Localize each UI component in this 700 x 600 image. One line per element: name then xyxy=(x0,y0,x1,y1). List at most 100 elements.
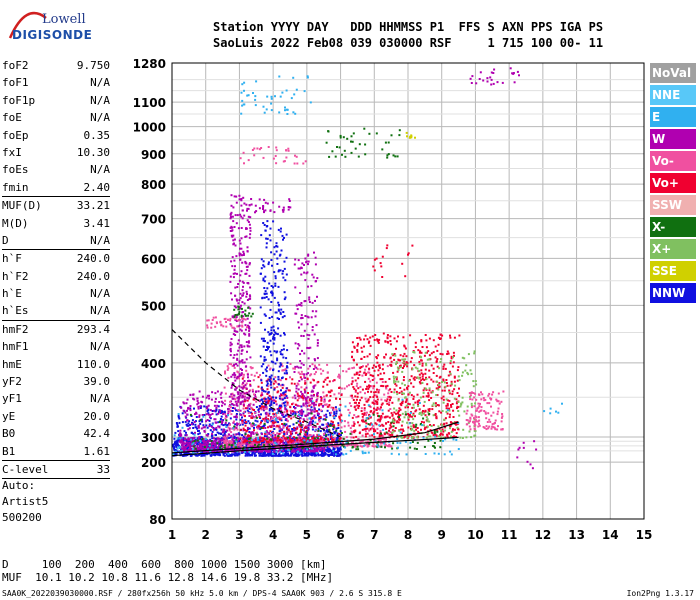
echo-point xyxy=(245,369,248,372)
echo-point xyxy=(298,433,301,435)
echo-point xyxy=(219,449,222,452)
echo-point xyxy=(242,407,245,410)
echo-point xyxy=(445,379,448,381)
echo-point xyxy=(389,434,392,436)
echo-point xyxy=(247,376,249,379)
echo-point xyxy=(240,372,243,375)
echo-point xyxy=(380,406,382,409)
echo-point xyxy=(237,442,240,445)
echo-point xyxy=(373,377,376,380)
echo-point xyxy=(314,416,317,419)
echo-point xyxy=(351,394,353,397)
echo-point xyxy=(365,411,368,414)
echo-point xyxy=(371,335,374,338)
echo-point xyxy=(196,427,199,430)
echo-point xyxy=(456,392,459,394)
echo-point xyxy=(457,422,460,425)
echo-point xyxy=(241,349,244,352)
echo-point xyxy=(238,423,241,425)
echo-point xyxy=(443,363,446,366)
echo-point xyxy=(217,405,220,408)
echo-point xyxy=(352,358,355,361)
echo-point xyxy=(386,336,389,339)
echo-point xyxy=(302,402,305,405)
echo-point xyxy=(196,451,199,454)
echo-point xyxy=(332,406,335,409)
echo-point xyxy=(259,452,262,455)
echo-point xyxy=(381,416,384,419)
echo-point xyxy=(209,429,212,432)
echo-point xyxy=(229,230,232,232)
echo-point xyxy=(381,442,384,445)
echo-point xyxy=(230,211,233,214)
echo-point xyxy=(453,421,456,424)
echo-point xyxy=(370,422,373,425)
echo-point xyxy=(342,437,345,440)
echo-point xyxy=(228,427,231,430)
echo-point xyxy=(329,422,332,425)
echo-point xyxy=(416,441,419,444)
echo-point xyxy=(323,429,325,432)
echo-point xyxy=(238,448,241,451)
echo-point xyxy=(247,324,249,327)
echo-point xyxy=(305,426,308,429)
echo-point xyxy=(421,375,424,378)
echo-point xyxy=(311,410,314,413)
echo-point xyxy=(222,412,225,415)
echo-point xyxy=(227,376,230,379)
echo-point xyxy=(262,417,265,420)
echo-point xyxy=(263,419,266,421)
echo-point xyxy=(399,387,402,389)
echo-point xyxy=(176,437,179,440)
echo-point xyxy=(373,385,376,388)
echo-point xyxy=(345,436,348,439)
echo-point xyxy=(328,428,331,431)
echo-point xyxy=(373,391,376,394)
echo-point xyxy=(232,437,235,440)
echo-point xyxy=(446,399,449,402)
echo-point xyxy=(338,409,341,412)
echo-point xyxy=(439,434,441,437)
echo-point xyxy=(375,356,378,358)
echo-point xyxy=(345,370,348,373)
echo-point xyxy=(404,406,407,409)
echo-point xyxy=(393,381,396,384)
echo-point xyxy=(452,428,454,431)
echo-point xyxy=(185,402,188,405)
echo-point xyxy=(283,315,286,318)
echo-point xyxy=(304,431,307,434)
echo-point xyxy=(434,402,437,405)
echo-point xyxy=(199,407,202,409)
echo-point xyxy=(267,454,270,457)
echo-point xyxy=(192,423,195,426)
echo-point xyxy=(326,430,329,433)
echo-point xyxy=(280,450,283,453)
echo-point xyxy=(306,414,309,417)
echo-point xyxy=(233,415,236,418)
echo-point xyxy=(274,419,277,422)
echo-point xyxy=(240,386,243,389)
echo-point xyxy=(234,214,237,217)
echo-point xyxy=(257,447,260,450)
echo-point xyxy=(411,422,414,425)
echo-point xyxy=(427,435,430,438)
echo-point xyxy=(197,405,200,408)
echo-point xyxy=(273,387,276,390)
echo-point xyxy=(323,452,326,455)
echo-point xyxy=(241,448,244,450)
echo-point xyxy=(263,296,266,299)
echo-point xyxy=(369,344,372,347)
echo-point xyxy=(322,454,325,457)
echo-point xyxy=(451,365,454,368)
echo-point xyxy=(271,420,274,422)
echo-point xyxy=(431,408,434,411)
echo-point xyxy=(426,425,429,428)
echo-point xyxy=(208,423,211,426)
echo-point xyxy=(366,427,369,430)
echo-point xyxy=(225,453,228,456)
echo-point xyxy=(256,438,259,440)
echo-point xyxy=(388,403,391,406)
echo-point xyxy=(473,350,476,353)
echo-point xyxy=(377,374,380,377)
echo-point xyxy=(179,432,182,435)
